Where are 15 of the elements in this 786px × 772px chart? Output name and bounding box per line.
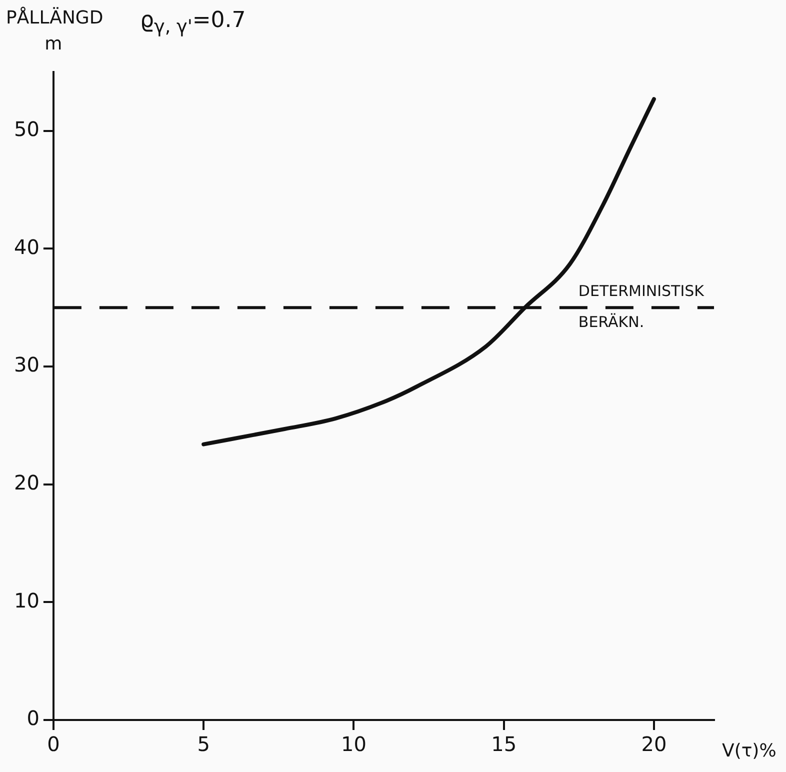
x-tick-label: 15 <box>491 732 517 756</box>
chart-title: ϱ$_{γ, γ'}$=0.7 <box>140 8 246 38</box>
x-tick-label: 0 <box>47 732 60 756</box>
x-axis-title: V(τ)% <box>722 740 776 762</box>
y-tick-label: 40 <box>14 234 40 259</box>
ref-line-label: DETERMINISTISK BERÄKN. <box>578 282 706 332</box>
x-tick-label: 10 <box>340 732 366 756</box>
y-tick-label: 20 <box>14 470 40 495</box>
y-axis-title: PÅLLÄNGD m <box>6 6 104 55</box>
y-tick-label: 10 <box>14 588 40 612</box>
x-tick-label: 5 <box>197 732 210 756</box>
y-tick-label: 30 <box>14 352 40 377</box>
x-tick-label: 20 <box>641 732 667 756</box>
y-tick-label: 0 <box>26 706 40 730</box>
y-tick-label: 50 <box>14 117 40 142</box>
